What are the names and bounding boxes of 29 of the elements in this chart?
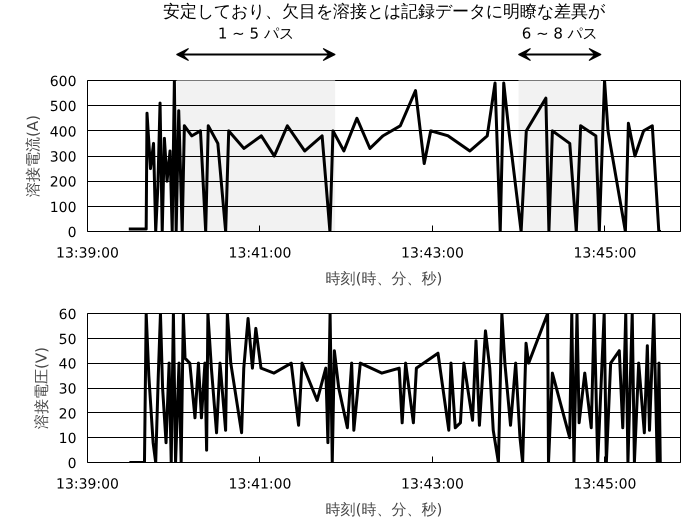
y-tick-label: 400 <box>50 124 77 140</box>
x-tick-label: 13:43:00 <box>401 476 464 492</box>
x-tick-label: 13:41:00 <box>228 246 292 262</box>
x-tick-label: 13:39:00 <box>56 246 119 262</box>
x-tick-label: 13:45:00 <box>574 246 636 262</box>
y-tick-label: 300 <box>50 150 77 166</box>
y-axis-title: 溶接電圧(V) <box>32 347 51 429</box>
x-axis-title: 時刻(時、分、秒) <box>326 270 442 288</box>
x-tick-label: 13:45:00 <box>574 476 636 492</box>
x-tick-label: 13:41:00 <box>228 476 292 492</box>
y-tick-label: 100 <box>50 200 77 216</box>
band-label: 1 ~ 5 パス <box>218 24 294 42</box>
band-label: 6 ~ 8 パス <box>522 24 598 42</box>
y-tick-label: 20 <box>58 406 77 422</box>
y-tick-label: 10 <box>58 431 77 448</box>
y-tick-label: 30 <box>58 382 77 398</box>
y-tick-label: 0 <box>68 225 77 241</box>
text: 安定しており、欠目を溶接とは記録データに明瞭な差異が <box>163 2 606 22</box>
x-tick-label: 13:39:00 <box>56 476 119 492</box>
x-axis-title: 時刻(時、分、秒) <box>326 500 442 518</box>
y-tick-label: 40 <box>58 356 77 373</box>
y-tick-label: 500 <box>50 99 77 116</box>
x-tick-label: 13:43:00 <box>401 246 464 262</box>
y-tick-label: 600 <box>50 74 77 90</box>
y-tick-label: 200 <box>50 174 77 191</box>
y-axis-title: 溶接電流(A) <box>24 115 42 197</box>
y-tick-label: 50 <box>58 332 77 348</box>
y-tick-label: 0 <box>68 456 77 472</box>
y-tick-label: 60 <box>58 307 77 323</box>
